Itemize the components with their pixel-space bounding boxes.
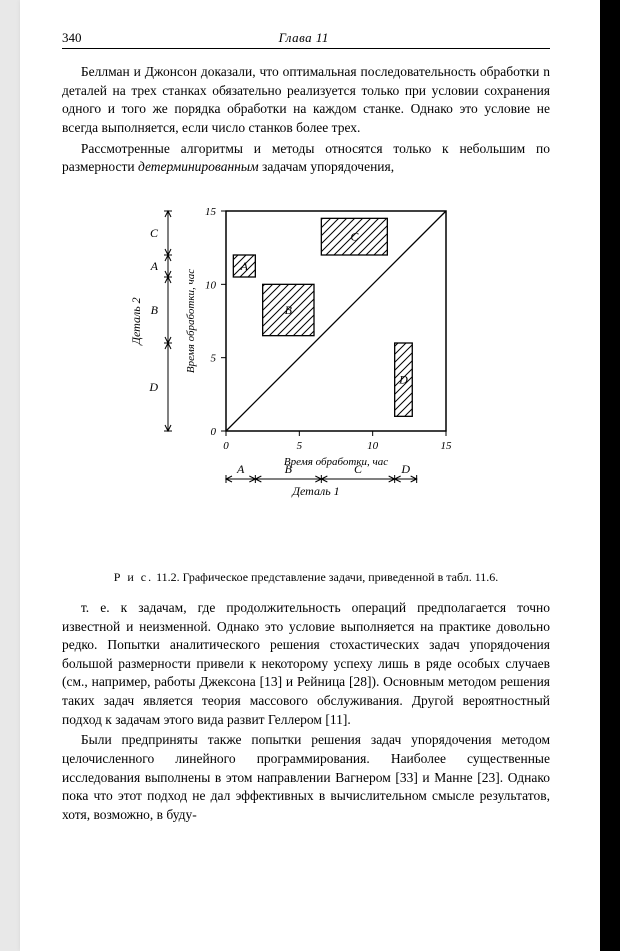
left-seg-label: A (150, 259, 159, 273)
page-header: 340 Глава 11 (62, 30, 550, 49)
scan-edge (600, 0, 620, 951)
bottom-seg-label: D (400, 462, 410, 476)
x-tick-label: 10 (367, 440, 379, 452)
left-seg-label: B (151, 303, 159, 317)
y-tick-label: 0 (211, 426, 217, 438)
bottom-seg-label: B (285, 462, 293, 476)
paragraph-4: Были предприняты также попытки решения з… (62, 731, 550, 824)
x-tick-label: 5 (297, 440, 303, 452)
caption-prefix: Р и с. (114, 570, 153, 584)
page-number: 340 (62, 30, 82, 46)
caption-text: Графическое представление задачи, привед… (183, 570, 499, 584)
bottom-seg-label: C (354, 462, 363, 476)
left-seg-label: D (148, 380, 158, 394)
bottom-seg-label: A (236, 462, 245, 476)
figure-svg: 0 5 10 15 0 5 10 15 Время обработки, час Время об… (126, 191, 486, 561)
paragraph-2: Рассмотренные алгоритмы и методы относят… (62, 140, 550, 177)
box-label-A: A (240, 259, 249, 273)
paragraph-2c: задачам упорядочения, (259, 159, 395, 174)
x-axis-label: Время обработки, час (284, 456, 388, 468)
box-label-D: D (398, 372, 408, 386)
y-axis-label: Время обработки, час (185, 269, 197, 373)
y-tick-label: 15 (205, 206, 217, 218)
box-label-C: C (350, 229, 359, 243)
x-tick-label: 15 (441, 440, 453, 452)
page: 340 Глава 11 Беллман и Джонсон доказали,… (20, 0, 600, 951)
box-label-B: B (285, 303, 293, 317)
figure-11-2: 0 5 10 15 0 5 10 15 Время обработки, час Время об… (126, 191, 486, 561)
paragraph-3: т. е. к задачам, где продолжительность о… (62, 599, 550, 729)
header-spacer (526, 30, 550, 46)
y-tick-label: 5 (211, 352, 217, 364)
caption-number: 11.2. (156, 570, 180, 584)
chapter-title: Глава 11 (279, 30, 329, 46)
figure-caption: Р и с. 11.2. Графическое представление з… (62, 569, 550, 585)
y-tick-label: 10 (205, 279, 217, 291)
left-outer-title: Деталь 2 (129, 297, 143, 345)
paragraph-1: Беллман и Джонсон доказали, что оптималь… (62, 63, 550, 138)
left-seg-label: C (150, 226, 159, 240)
x-tick-label: 0 (223, 440, 229, 452)
paragraph-2b-italic: детерминированным (138, 159, 259, 174)
bottom-outer-title: Деталь 1 (291, 484, 339, 498)
